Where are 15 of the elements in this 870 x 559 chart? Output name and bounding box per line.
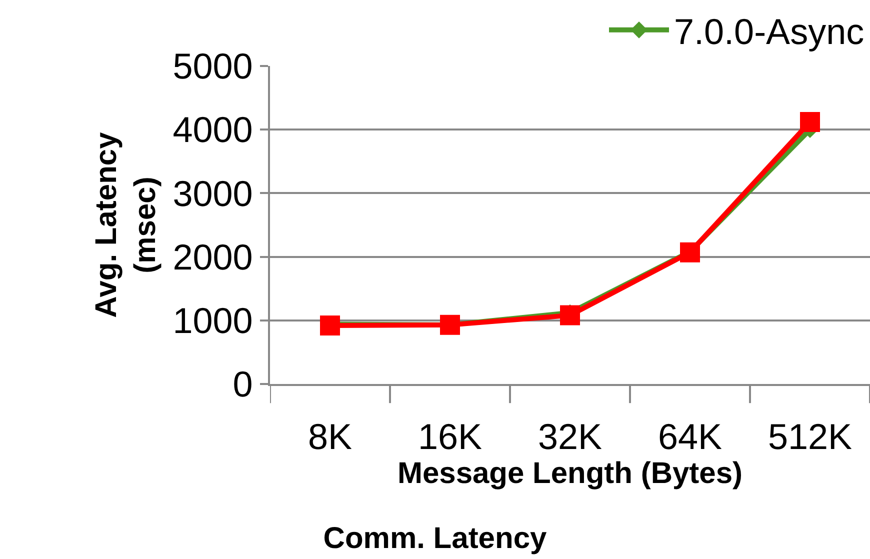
y-tick-label: 3000: [172, 172, 253, 214]
x-axis-title: Message Length (Bytes): [397, 457, 743, 490]
x-tick-label: 8K: [308, 416, 352, 458]
legend-label: 7.0.0-Async: [674, 10, 864, 52]
y-tick-label: 1000: [172, 300, 253, 341]
y-tick-label: 2000: [172, 236, 253, 278]
x-tick-label: 16K: [418, 416, 482, 458]
y-tick-label: 4000: [172, 109, 253, 150]
x-tick-label: 64K: [658, 416, 722, 458]
y-axis-title: Avg. Latency (msec): [90, 132, 162, 318]
text: Comm. Latency: [323, 522, 548, 555]
x-tick-label: 32K: [538, 416, 602, 458]
x-tick-label: 512K: [768, 416, 852, 458]
y-tick-label: 5000: [172, 46, 253, 87]
y-tick-label: 0: [232, 364, 253, 405]
